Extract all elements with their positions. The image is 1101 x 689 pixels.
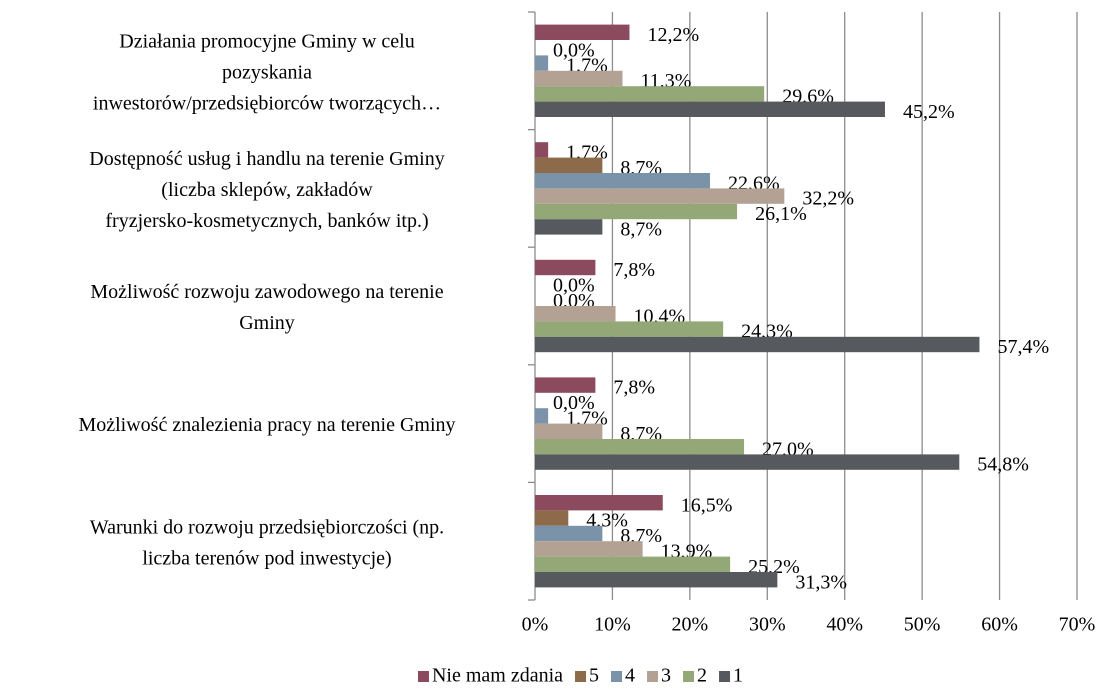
- category-label: Możliwość rozwoju zawodowego na terenie: [90, 281, 443, 303]
- bar: [535, 55, 549, 71]
- data-label: 8,7%: [620, 218, 662, 240]
- category-label: fryzjersko-kosmetycznych, banków itp.): [105, 210, 428, 232]
- bar: [535, 408, 549, 424]
- x-tick-label: 20%: [672, 614, 709, 636]
- bar: [535, 572, 778, 588]
- bar: [535, 541, 643, 557]
- data-label: 12,2%: [647, 24, 699, 46]
- bar: [535, 259, 596, 276]
- x-tick-label: 70%: [1059, 614, 1096, 636]
- data-label: 45,2%: [903, 101, 955, 123]
- bar: [535, 556, 731, 572]
- data-label: 32,2%: [802, 188, 854, 210]
- bar: [535, 510, 569, 526]
- bar: [535, 101, 885, 117]
- data-label: 31,3%: [795, 571, 847, 593]
- x-tick-label: 10%: [594, 614, 631, 636]
- data-label: 26,1%: [755, 203, 807, 225]
- category-label: (liczba sklepów, zakładów: [161, 179, 373, 201]
- bar: [535, 203, 738, 220]
- x-tick-label: 50%: [904, 614, 941, 636]
- data-label: 0,0%: [553, 39, 595, 61]
- legend-swatch: [417, 671, 429, 682]
- category-label: Działania promocyjne Gminy w celu: [119, 30, 414, 52]
- bar: [535, 454, 960, 470]
- bar: [535, 495, 663, 511]
- data-label: 16,5%: [681, 494, 733, 516]
- bar: [535, 24, 630, 40]
- category-label: Warunki do rozwoju przedsiębiorczości (n…: [90, 516, 444, 538]
- category-label: Możliwość znalezienia pracy na terenie G…: [78, 414, 455, 436]
- category-label: Dostępność usług i handlu na terenie Gmi…: [89, 148, 445, 170]
- legend-label: 4: [625, 665, 635, 687]
- legend-swatch: [683, 671, 695, 682]
- bar: [535, 70, 623, 87]
- category-label: inwestorów/przedsiębiorców tworzących…: [93, 92, 441, 114]
- x-tick-label: 0%: [522, 614, 549, 636]
- bar: [535, 86, 765, 102]
- category-label: pozyskania: [222, 61, 312, 83]
- bar: [535, 306, 616, 322]
- category-label: liczba terenów pod inwestycje): [142, 547, 391, 569]
- bar: [535, 142, 549, 158]
- legend-label: 5: [589, 665, 599, 687]
- data-label: 0,0%: [553, 392, 595, 414]
- data-label: 7,8%: [613, 259, 655, 281]
- legend-swatch: [647, 671, 659, 682]
- x-tick-label: 60%: [981, 614, 1018, 636]
- legend-label: Nie mam zdania: [432, 665, 563, 687]
- x-tick-label: 40%: [826, 614, 863, 636]
- bar: [535, 219, 603, 235]
- bar: [535, 336, 980, 353]
- category-label: Gminy: [239, 312, 295, 334]
- legend-label: 2: [697, 665, 707, 687]
- data-label: 0,0%: [553, 274, 595, 296]
- legend-label: 1: [733, 665, 743, 687]
- data-label: 57,4%: [997, 336, 1049, 358]
- bar: [535, 173, 710, 189]
- legend-swatch: [611, 671, 623, 682]
- bar: [535, 157, 603, 173]
- bar: [535, 525, 603, 542]
- bar: [535, 377, 596, 393]
- bar: [535, 188, 785, 204]
- bar: [535, 423, 603, 439]
- bar: [535, 321, 724, 337]
- legend-swatch: [719, 671, 731, 682]
- bar: [535, 439, 745, 455]
- legend-label: 3: [661, 665, 671, 687]
- data-label: 7,8%: [613, 377, 655, 399]
- data-label: 54,8%: [977, 454, 1029, 476]
- legend-swatch: [575, 671, 587, 682]
- x-tick-label: 30%: [749, 614, 786, 636]
